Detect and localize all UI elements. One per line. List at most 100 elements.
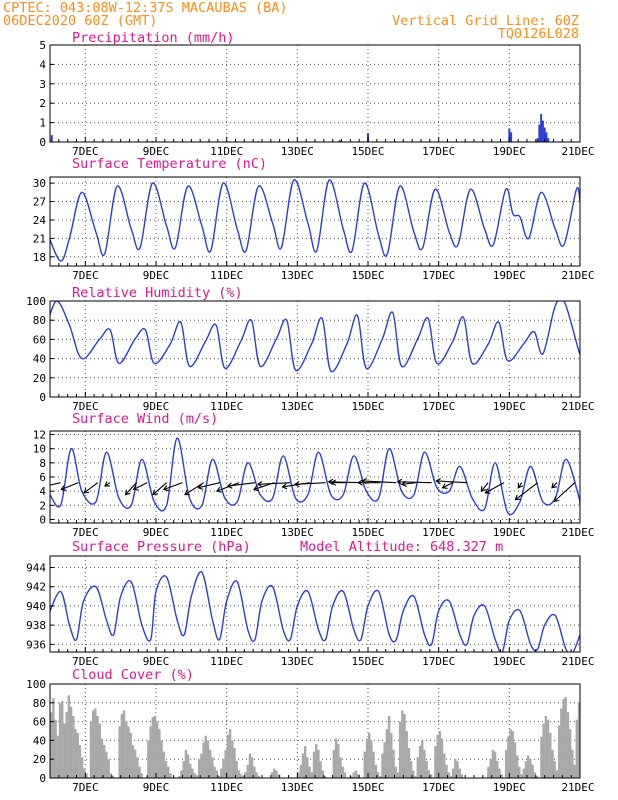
series-line bbox=[50, 437, 580, 516]
cloud-bar bbox=[372, 751, 375, 778]
panel-5: 0 20 40 60 80 100 7DEC 9DEC 11DEC 13DEC 15DEC 17DEC… bbox=[26, 667, 615, 794]
cloud-bar bbox=[356, 774, 360, 778]
wind-arrow-shaft bbox=[83, 482, 99, 494]
wind-arrow-head bbox=[152, 489, 159, 496]
cloud-bar bbox=[546, 719, 550, 778]
cloud-bar bbox=[184, 749, 188, 778]
x-tick-label: 9DEC bbox=[143, 145, 170, 158]
cloud-bar bbox=[589, 731, 591, 778]
cloud-bar bbox=[140, 773, 143, 778]
wind-arrow-head bbox=[60, 485, 67, 491]
cloud-bar bbox=[186, 754, 190, 778]
wind-arrow-head bbox=[226, 482, 233, 489]
y-tick-label: 0 bbox=[39, 391, 46, 404]
cloud-bar bbox=[319, 761, 322, 778]
cloud-bar bbox=[237, 770, 241, 778]
cloud-bar bbox=[209, 749, 212, 778]
wind-arrow-head bbox=[396, 478, 403, 486]
cloud-bar bbox=[158, 729, 161, 778]
wind-arrow-head bbox=[517, 482, 524, 489]
cloud-bar bbox=[180, 770, 183, 778]
cloud-bar bbox=[109, 773, 113, 778]
cloud-bar bbox=[368, 732, 371, 778]
cloud-bar bbox=[458, 768, 461, 778]
cloud-bar bbox=[164, 761, 168, 778]
cloud-bar bbox=[136, 757, 139, 778]
cloud-bar bbox=[350, 776, 353, 778]
header-run-code: TQ0126L028 bbox=[498, 26, 579, 42]
x-tick-label: 15DEC bbox=[351, 526, 384, 539]
wind-arrow-head bbox=[252, 485, 259, 492]
y-tick-label: 24 bbox=[33, 214, 47, 227]
wind-arrow-shaft bbox=[397, 481, 432, 484]
cloud-bar bbox=[334, 738, 338, 778]
cloud-bar bbox=[438, 731, 442, 778]
wind-arrow-head bbox=[184, 489, 191, 496]
cloud-bar bbox=[215, 770, 219, 778]
cloud-bar bbox=[398, 721, 402, 778]
wind-arrow-shaft bbox=[216, 482, 240, 492]
cloud-bar bbox=[193, 773, 196, 778]
cloud-bar bbox=[394, 766, 397, 778]
series-line bbox=[50, 571, 580, 652]
x-tick-label: 21DEC bbox=[561, 526, 594, 539]
x-tick-label: 13DEC bbox=[281, 269, 314, 282]
x-tick-label: 17DEC bbox=[422, 269, 455, 282]
cloud-bar bbox=[151, 716, 154, 778]
wind-arrow-shaft bbox=[294, 482, 326, 485]
cloud-bar bbox=[390, 732, 393, 778]
precip-bar bbox=[543, 127, 546, 142]
y-tick-label: 10 bbox=[33, 443, 46, 456]
wind-arrow-shaft bbox=[442, 482, 454, 489]
cloud-bar bbox=[553, 761, 556, 778]
x-tick-label: 13DEC bbox=[281, 526, 314, 539]
wind-arrow-head bbox=[514, 494, 521, 501]
wind-arrow-shaft bbox=[163, 482, 183, 490]
panel-frame bbox=[49, 555, 581, 653]
cloud-bar bbox=[78, 745, 82, 778]
cloud-bar bbox=[513, 742, 517, 778]
cloud-bar bbox=[414, 776, 417, 778]
cloud-bar bbox=[98, 723, 101, 778]
wind-arrow-shaft bbox=[257, 482, 291, 485]
x-tick-label: 11DEC bbox=[210, 655, 243, 668]
cloud-bar bbox=[564, 697, 567, 778]
cloud-bar bbox=[317, 749, 320, 778]
cloud-bar bbox=[385, 729, 389, 778]
cloud-bar bbox=[67, 695, 71, 778]
wind-arrow-shaft bbox=[328, 481, 361, 484]
x-tick-label: 19DEC bbox=[493, 781, 526, 794]
cloud-bar bbox=[443, 753, 446, 778]
cloud-bar bbox=[568, 729, 572, 778]
wind-arrow-head bbox=[553, 496, 560, 503]
cloud-bar bbox=[423, 749, 426, 778]
panel-plot bbox=[50, 692, 615, 778]
cloud-bar bbox=[591, 750, 593, 778]
wind-arrow-shaft bbox=[480, 482, 489, 492]
panel-title: Relative Humidity (%) bbox=[72, 285, 243, 301]
cloud-bar bbox=[224, 749, 227, 778]
cloud-bar bbox=[582, 692, 584, 778]
cloud-bar bbox=[427, 770, 431, 778]
panel-plot bbox=[50, 113, 550, 142]
wind-arrow-shaft bbox=[553, 482, 576, 502]
cloud-bar bbox=[105, 751, 108, 778]
wind-arrow-shaft bbox=[436, 480, 467, 484]
cloud-bar bbox=[560, 708, 563, 778]
cloud-bar bbox=[571, 749, 574, 778]
cloud-bar bbox=[365, 738, 369, 778]
wind-arrow-head bbox=[293, 481, 300, 488]
cloud-bar bbox=[50, 712, 53, 778]
cloud-bar bbox=[63, 723, 66, 778]
wind-arrow-head bbox=[215, 486, 222, 493]
cloud-bar bbox=[613, 755, 615, 778]
precip-bar bbox=[541, 120, 544, 142]
x-tick-label: 15DEC bbox=[351, 145, 384, 158]
cloud-bar bbox=[493, 751, 497, 778]
x-tick-label: 19DEC bbox=[493, 400, 526, 413]
x-tick-label: 7DEC bbox=[72, 781, 99, 794]
wind-arrow-shaft bbox=[125, 482, 137, 495]
cloud-bar bbox=[383, 742, 386, 778]
